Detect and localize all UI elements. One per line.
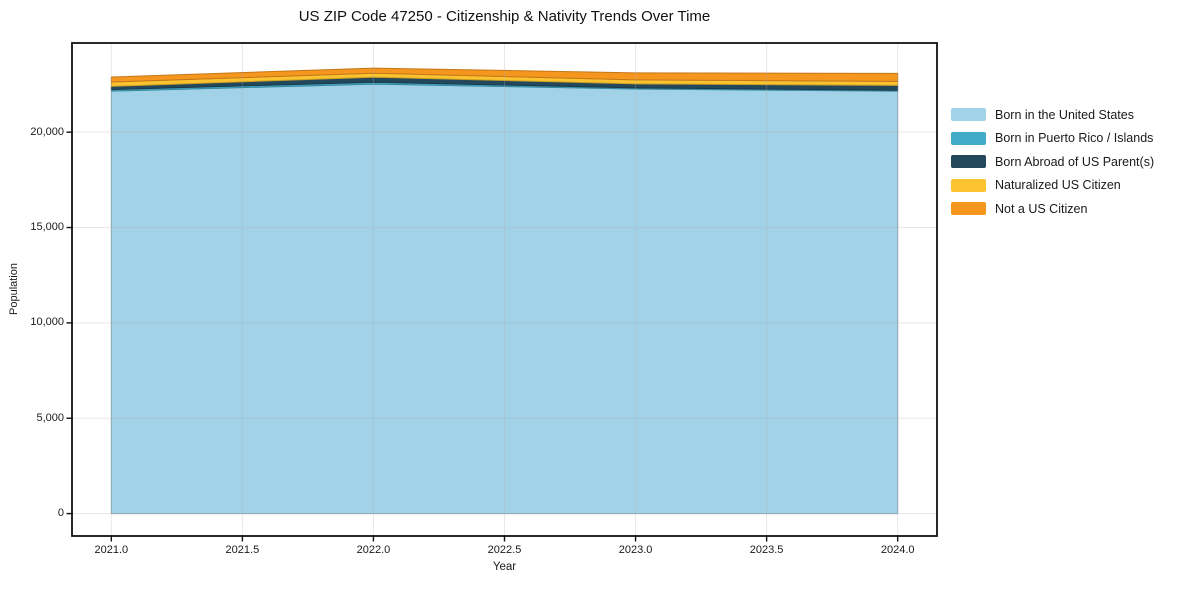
legend-swatch-icon [951, 155, 986, 169]
x-tick-label: 2024.0 [880, 544, 915, 556]
legend-label: Born in the United States [995, 107, 1134, 122]
legend-label: Born Abroad of US Parent(s) [995, 154, 1155, 169]
x-tick-label: 2021.5 [225, 544, 260, 556]
x-tick-label: 2023.0 [618, 544, 653, 556]
legend-item: Naturalized US Citizen [951, 174, 1154, 198]
y-tick-label: 15,000 [30, 221, 64, 234]
y-tick-label: 5,000 [36, 411, 64, 424]
legend-item: Born Abroad of US Parent(s) [951, 150, 1154, 174]
legend-label: Naturalized US Citizen [995, 178, 1121, 193]
legend-swatch-icon [951, 202, 986, 216]
legend-swatch-icon [951, 131, 986, 145]
legend-item: Born in Puerto Rico / Islands [951, 127, 1154, 151]
legend-swatch-icon [951, 108, 986, 122]
legend-item: Born in the United States [951, 103, 1154, 127]
legend-label: Born in Puerto Rico / Islands [995, 131, 1154, 146]
legend-label: Not a US Citizen [995, 201, 1088, 216]
x-tick-label: 2023.5 [749, 544, 784, 556]
x-tick-label: 2022.5 [487, 544, 522, 556]
x-tick-label: 2021.0 [94, 544, 129, 556]
y-tick-label: 10,000 [30, 316, 64, 329]
chart-title: US ZIP Code 47250 - Citizenship & Nativi… [298, 8, 711, 25]
y-tick-label: 20,000 [30, 125, 64, 138]
y-tick-label: 0 [57, 507, 64, 520]
legend: Born in the United States Born in Puerto … [951, 103, 1155, 221]
x-tick-label: 2022.0 [356, 544, 391, 556]
legend-item: Not a US Citizen [951, 197, 1154, 221]
legend-swatch-icon [951, 178, 986, 192]
x-axis-label: Year [492, 561, 517, 573]
area-series-4 [110, 67, 899, 83]
